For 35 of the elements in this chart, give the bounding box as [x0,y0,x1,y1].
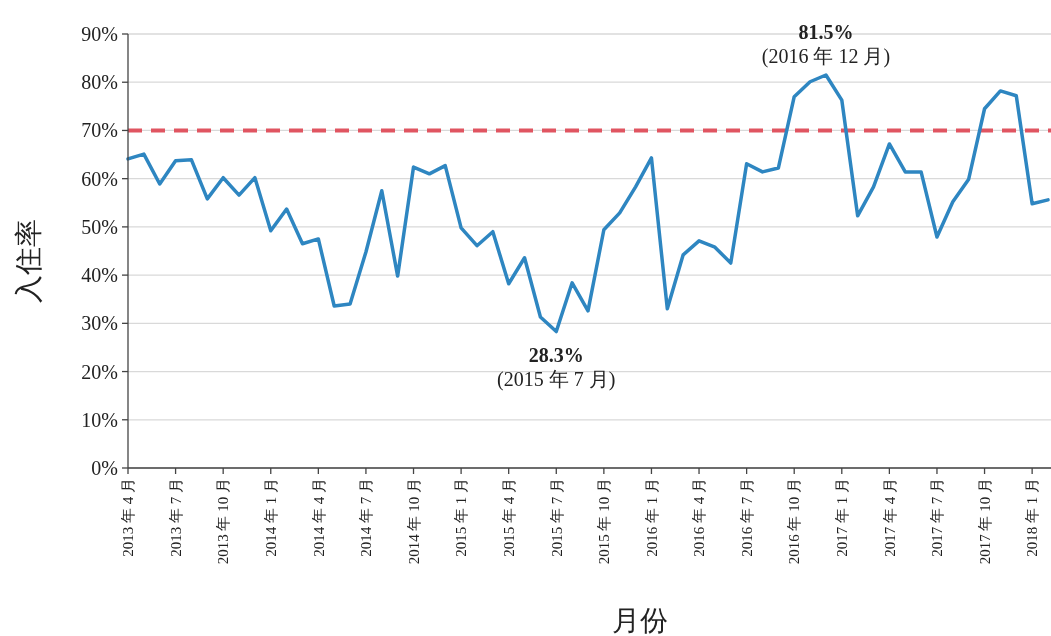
y-tick-label: 50% [81,215,118,238]
x-tick-label: 2013 年 4 月 [120,478,137,557]
y-axis-title: 入住率 [12,219,45,303]
x-tick-label: 2015 年 4 月 [500,478,517,557]
y-tick-label: 30% [81,312,118,335]
y-tick-label: 70% [81,119,118,142]
x-tick-label: 2014 年 1 月 [263,478,280,557]
y-tick-label: 80% [81,71,118,94]
y-tick-label: 0% [91,457,118,479]
x-tick-label: 2017 年 1 月 [834,478,851,557]
x-tick-label: 2017 年 7 月 [929,478,946,557]
x-tick-label: 2013 年 7 月 [167,478,184,557]
y-tick-label: 20% [81,360,118,383]
annotation: 28.3% (2015 年 7 月) [497,343,616,391]
line-series [126,73,1050,334]
x-tick-label: 2015 年 1 月 [453,478,470,557]
x-tick-label: 2016 年 7 月 [738,478,755,557]
y-tick-label: 60% [81,167,118,190]
x-tick-label: 2013 年 10 月 [215,478,232,565]
x-tick-label: 2015 年 10 月 [596,478,613,565]
y-tick-label: 90% [81,23,118,45]
x-axis-title: 月份 [611,604,668,636]
x-tick-label: 2014 年 4 月 [310,478,327,557]
x-tick-label: 2016 年 10 月 [786,478,803,565]
x-tick-label: 2016 年 4 月 [691,478,708,557]
y-tick-label: 10% [81,408,118,431]
annotation: 81.5% (2016 年 12 月) [761,20,891,68]
x-tick-label: 2017 年 4 月 [881,478,898,557]
x-tick-label: 2015 年 7 月 [548,478,565,557]
x-tick-label: 2014 年 10 月 [405,478,422,565]
x-tick-label: 2016 年 1 月 [643,478,660,557]
x-tick-label: 2014 年 7 月 [358,478,375,557]
y-tick-label: 40% [81,264,118,287]
x-tick-label: 2018 年 1 月 [1024,478,1041,557]
x-tick-label: 2017 年 10 月 [976,478,993,565]
